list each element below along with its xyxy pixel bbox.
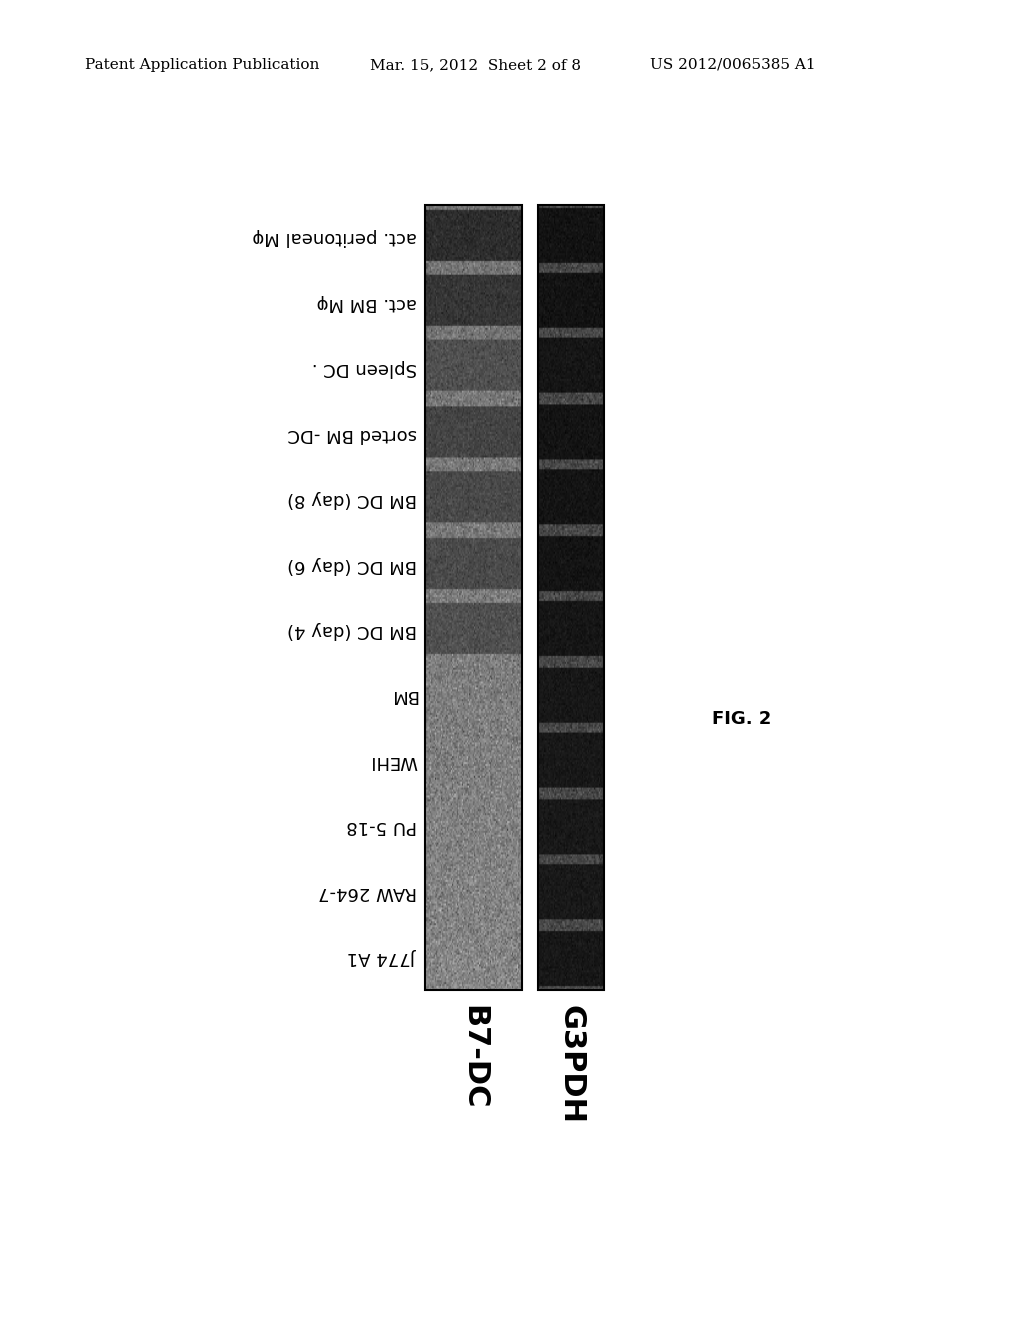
Text: act. BM Mφ: act. BM Mφ bbox=[316, 294, 417, 312]
Text: G3PDH: G3PDH bbox=[556, 1005, 586, 1125]
Text: J774 A1: J774 A1 bbox=[348, 948, 417, 966]
Text: PU 5-18: PU 5-18 bbox=[346, 817, 417, 836]
Text: BM DC (day 8): BM DC (day 8) bbox=[287, 490, 417, 508]
Text: BM: BM bbox=[389, 686, 417, 705]
Text: WEHI: WEHI bbox=[370, 752, 417, 770]
Bar bbox=[425, 205, 522, 990]
Text: BM DC (day 4): BM DC (day 4) bbox=[287, 620, 417, 639]
Text: sorted BM -DC: sorted BM -DC bbox=[288, 425, 417, 442]
Text: Mar. 15, 2012  Sheet 2 of 8: Mar. 15, 2012 Sheet 2 of 8 bbox=[370, 58, 581, 73]
Text: act. peritoneal Mφ: act. peritoneal Mφ bbox=[252, 228, 417, 247]
Text: Patent Application Publication: Patent Application Publication bbox=[85, 58, 319, 73]
Text: RAW 264-7: RAW 264-7 bbox=[318, 883, 417, 900]
Text: Spleen DC .: Spleen DC . bbox=[311, 359, 417, 378]
Text: B7-DC: B7-DC bbox=[459, 1005, 488, 1110]
Text: BM DC (day 6): BM DC (day 6) bbox=[287, 556, 417, 574]
Text: US 2012/0065385 A1: US 2012/0065385 A1 bbox=[650, 58, 816, 73]
Bar bbox=[538, 205, 604, 990]
Text: FIG. 2: FIG. 2 bbox=[712, 710, 771, 729]
